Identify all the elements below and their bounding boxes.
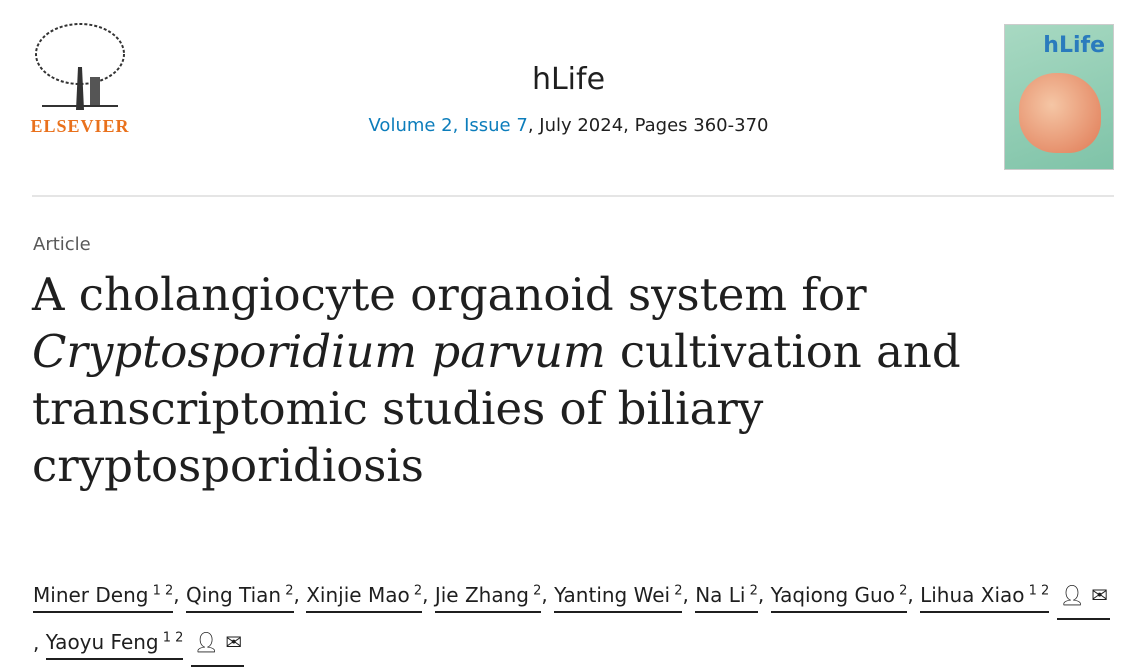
author-name: Qing Tian xyxy=(185,582,282,607)
volume-issue-link[interactable]: Volume 2, Issue 7 xyxy=(368,115,528,136)
author-list: Miner Deng 1 2, Qing Tian 2, Xinjie Mao … xyxy=(33,572,1113,668)
author-link[interactable]: Lihua Xiao 1 2 xyxy=(920,582,1050,613)
person-icon[interactable]: 👤︎ xyxy=(1059,582,1092,607)
cover-title: hLife xyxy=(1043,33,1105,58)
author-affiliation: 2 xyxy=(894,583,908,598)
author-name: Yaoyu Feng xyxy=(45,630,159,655)
email-icon[interactable]: ✉︎ xyxy=(1091,582,1108,607)
author-affiliation: 1 2 xyxy=(158,630,184,646)
author-contact-icons[interactable]: 👤︎ ✉︎ xyxy=(191,623,244,668)
article-title: A cholangiocyte organoid system for Cryp… xyxy=(32,266,1112,494)
author-link[interactable]: Yaqiong Guo 2 xyxy=(770,582,908,613)
author-affiliation: 2 xyxy=(281,583,294,598)
author-link[interactable]: Qing Tian 2 xyxy=(185,582,294,613)
divider xyxy=(32,195,1114,197)
author-name: Miner Deng xyxy=(33,582,149,607)
cover-illustration xyxy=(1019,73,1101,153)
author-name: Yaqiong Guo xyxy=(770,582,895,607)
title-species: Cryptosporidium parvum xyxy=(32,325,606,378)
author-affiliation: 2 xyxy=(670,583,683,598)
article-type: Article xyxy=(33,234,91,255)
journal-cover-image[interactable]: hLife xyxy=(1004,24,1114,170)
title-part: cultivation and transcriptomic studies o… xyxy=(32,325,961,492)
author-name: Na Li xyxy=(695,582,746,607)
author-affiliation: 2 xyxy=(745,583,758,598)
elsevier-wordmark: ELSEVIER xyxy=(30,116,130,136)
title-part: A cholangiocyte organoid system for xyxy=(32,268,867,321)
author-link[interactable]: Jie Zhang 2 xyxy=(434,582,542,613)
person-icon[interactable]: 👤︎ xyxy=(193,630,226,655)
author-name: Jie Zhang xyxy=(434,582,529,607)
author-link[interactable]: Xinjie Mao 2 xyxy=(306,582,423,613)
author-contact-icons[interactable]: 👤︎ ✉︎ xyxy=(1057,576,1110,620)
author-name: Xinjie Mao xyxy=(306,582,410,607)
journal-title[interactable]: hLife xyxy=(531,62,606,97)
journal-header: hLife Volume 2, Issue 7, July 2024, Page… xyxy=(0,62,1137,136)
elsevier-logo[interactable]: ELSEVIER xyxy=(30,22,130,137)
author-affiliation: 1 2 xyxy=(1024,583,1050,598)
author-affiliation: 2 xyxy=(409,583,423,598)
author-affiliation: 2 xyxy=(528,583,542,598)
author-link[interactable]: Miner Deng 1 2 xyxy=(33,582,174,613)
author-link[interactable]: Yanting Wei 2 xyxy=(554,582,683,613)
email-icon[interactable]: ✉︎ xyxy=(225,630,242,655)
author-link[interactable]: Na Li 2 xyxy=(695,582,758,613)
author-name: Yanting Wei xyxy=(554,582,671,607)
author-affiliation: 1 2 xyxy=(148,583,174,598)
elsevier-tree-icon xyxy=(35,23,125,110)
author-name: Lihua Xiao xyxy=(920,582,1025,607)
author-link[interactable]: Yaoyu Feng 1 2 xyxy=(45,630,184,661)
issue-details: , July 2024, Pages 360-370 xyxy=(527,115,769,136)
journal-info: Volume 2, Issue 7, July 2024, Pages 360-… xyxy=(0,115,1137,136)
